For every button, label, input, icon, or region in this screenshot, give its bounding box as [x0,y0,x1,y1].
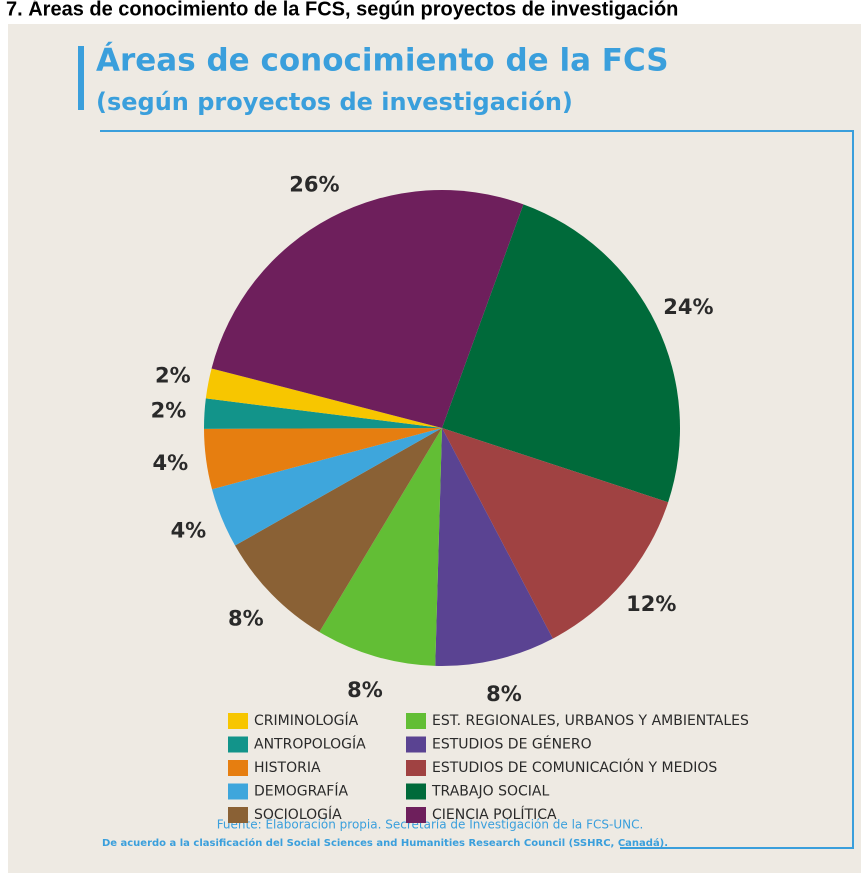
data-label: 8% [486,682,522,706]
data-label: 8% [228,606,264,630]
pie-slice [204,398,442,429]
chart-title: Áreas de conocimiento de la FCS [96,43,669,79]
data-label: 8% [347,678,383,702]
source: Fuente: Elaboración propia. Secretaría d… [217,818,644,832]
legend-swatch [406,807,426,823]
pie-slice [442,204,680,503]
legend-label: TRABAJO SOCIAL [431,784,549,800]
legend-label: CIENCIA POLÍTICA [432,806,557,823]
note: De acuerdo a la clasificación del Social… [102,837,668,849]
caption: 7. Áreas de conocimiento de la FCS, segú… [6,0,678,20]
frame [100,130,854,849]
data-label: 4% [171,519,207,543]
legend-swatch [406,783,426,800]
data-label: 4% [153,451,189,475]
pie-slice [211,190,524,428]
legend-swatch [228,783,248,800]
legend-label: HISTORIA [254,760,321,776]
legend-swatch [406,736,426,753]
pie-slice [319,428,442,666]
data-label: 2% [155,364,191,388]
pie-slice [235,428,442,632]
data-label: 26% [289,173,339,197]
pie-slice [204,428,442,490]
legend-label: ESTUDIOS DE GÉNERO [432,736,592,753]
legend-label: CRIMINOLOGÍA [254,712,359,729]
title-bar [78,46,84,110]
legend-label: ESTUDIOS DE COMUNICACIÓN Y MEDIOS [432,758,717,776]
pie-slice [205,368,442,428]
legend-swatch [228,736,248,753]
legend-label: EST. REGIONALES, URBANOS Y AMBIENTALES [432,713,749,729]
legend-swatch [406,760,426,776]
legend-swatch [406,713,426,729]
pie-slice [212,428,442,546]
legend-label: DEMOGRAFÍA [254,783,348,800]
data-label: 12% [626,592,676,616]
pie-slice [442,428,669,639]
chart-subtitle: (según proyectos de investigación) [96,88,573,116]
legend-swatch [228,713,248,729]
legend-swatch [228,760,248,776]
pie-slice [435,428,553,666]
data-label: 2% [151,398,187,422]
legend-swatch [228,807,248,823]
data-label: 24% [663,295,713,319]
legend-label: SOCIOLOGÍA [254,806,342,823]
legend-label: ANTROPOLOGÍA [254,736,366,753]
